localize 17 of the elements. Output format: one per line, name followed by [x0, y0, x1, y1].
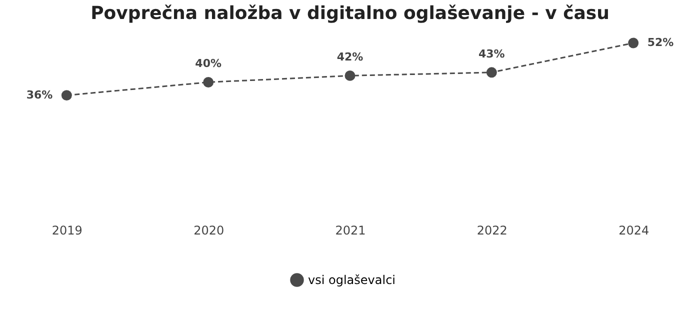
point	[486, 67, 497, 78]
point	[203, 76, 214, 88]
point	[344, 70, 356, 81]
x-tick-label: 2019	[52, 224, 82, 238]
data-label: 52%	[647, 36, 674, 49]
data-label: 42%	[336, 50, 364, 64]
x-tick-label: 2020	[194, 224, 224, 238]
point	[61, 90, 72, 101]
point	[628, 38, 639, 48]
data-label: 43%	[478, 47, 505, 60]
x-tick-label: 2022	[476, 224, 508, 238]
chart-title: Povprečna naložba v digitalno oglaševanje - v času	[90, 3, 610, 24]
legend-label: vsi oglaševalci	[308, 273, 396, 287]
x-tick-label: 2024	[618, 224, 650, 238]
x-tick-label: 2021	[335, 224, 366, 238]
data-label: 36%	[26, 88, 53, 102]
data-label: 40%	[195, 57, 222, 70]
